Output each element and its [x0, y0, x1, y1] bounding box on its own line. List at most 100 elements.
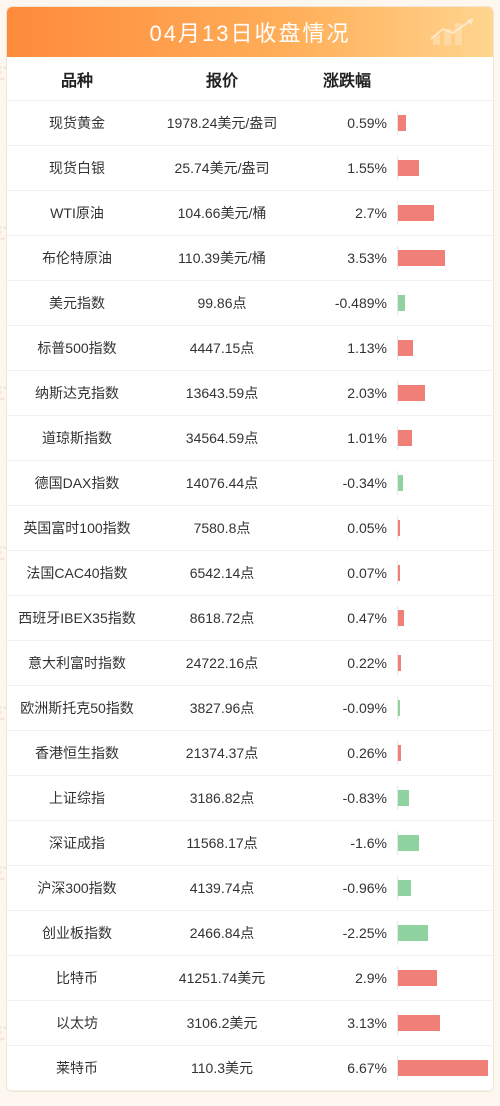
row-quote: 7580.8点 [147, 518, 297, 538]
row-name: 意大利富时指数 [7, 653, 147, 673]
row-name: 以太坊 [7, 1013, 147, 1033]
row-quote: 104.66美元/桶 [147, 203, 297, 223]
row-change: 2.7% [297, 205, 397, 221]
table-row: 美元指数99.86点-0.489% [7, 281, 493, 326]
row-change: 6.67% [297, 1060, 397, 1076]
row-change: 3.53% [297, 250, 397, 266]
row-change: 1.13% [297, 340, 397, 356]
change-bar [398, 160, 419, 176]
row-quote: 24722.16点 [147, 653, 297, 673]
row-name: 香港恒生指数 [7, 743, 147, 763]
row-change: 0.05% [297, 520, 397, 536]
row-quote: 14076.44点 [147, 473, 297, 493]
change-bar [398, 655, 401, 671]
column-headers: 品种 报价 涨跌幅 [7, 57, 493, 101]
row-bar-cell [397, 379, 494, 407]
row-change: 2.03% [297, 385, 397, 401]
change-bar [398, 340, 413, 356]
row-bar-cell [397, 244, 494, 272]
row-name: 现货白银 [7, 158, 147, 178]
table-row: 意大利富时指数24722.16点0.22% [7, 641, 493, 686]
row-name: 创业板指数 [7, 923, 147, 943]
table-row: 深证成指11568.17点-1.6% [7, 821, 493, 866]
row-quote: 25.74美元/盎司 [147, 158, 297, 178]
change-bar [398, 205, 434, 221]
row-quote: 99.86点 [147, 293, 297, 313]
table-body: 现货黄金1978.24美元/盎司0.59%现货白银25.74美元/盎司1.55%… [7, 101, 493, 1091]
row-quote: 3106.2美元 [147, 1013, 297, 1033]
row-bar-cell [397, 739, 494, 767]
row-name: 现货黄金 [7, 113, 147, 133]
col-change: 涨跌幅 [297, 67, 397, 91]
change-bar [398, 520, 400, 536]
table-row: 以太坊3106.2美元3.13% [7, 1001, 493, 1046]
row-bar-cell [397, 199, 494, 227]
row-bar-cell [397, 109, 494, 137]
quote-card: 04月13日收盘情况 品种 报价 涨跌幅 现货黄金1978.24美元/盎司0.5… [6, 6, 494, 1092]
table-row: 道琼斯指数34564.59点1.01% [7, 416, 493, 461]
row-bar-cell [397, 469, 494, 497]
table-row: 西班牙IBEX35指数8618.72点0.47% [7, 596, 493, 641]
row-bar-cell [397, 964, 494, 992]
change-bar [398, 700, 400, 716]
row-bar-cell [397, 514, 494, 542]
row-change: 2.9% [297, 970, 397, 986]
row-name: 道琼斯指数 [7, 428, 147, 448]
table-row: 上证综指3186.82点-0.83% [7, 776, 493, 821]
row-name: 莱特币 [7, 1058, 147, 1078]
row-quote: 6542.14点 [147, 563, 297, 583]
row-name: 英国富时100指数 [7, 518, 147, 538]
row-bar-cell [397, 694, 494, 722]
row-change: -0.34% [297, 475, 397, 491]
row-name: 西班牙IBEX35指数 [7, 608, 147, 628]
row-change: 3.13% [297, 1015, 397, 1031]
row-bar-cell [397, 154, 494, 182]
change-bar [398, 430, 412, 446]
change-bar [398, 295, 405, 311]
row-change: -2.25% [297, 925, 397, 941]
row-bar-cell [397, 874, 494, 902]
row-quote: 21374.37点 [147, 743, 297, 763]
trend-up-icon [429, 17, 479, 47]
row-bar-cell [397, 1009, 494, 1037]
row-quote: 4139.74点 [147, 878, 297, 898]
change-bar [398, 1060, 488, 1076]
row-bar-cell [397, 649, 494, 677]
change-bar [398, 475, 403, 491]
row-quote: 13643.59点 [147, 383, 297, 403]
row-name: 上证综指 [7, 788, 147, 808]
row-name: 欧洲斯托克50指数 [7, 698, 147, 718]
row-quote: 11568.17点 [147, 833, 297, 853]
change-bar [398, 565, 400, 581]
row-change: -0.96% [297, 880, 397, 896]
row-quote: 41251.74美元 [147, 968, 297, 988]
row-bar-cell [397, 334, 494, 362]
row-name: 沪深300指数 [7, 878, 147, 898]
change-bar [398, 385, 425, 401]
row-bar-cell [397, 1054, 494, 1082]
table-row: 法国CAC40指数6542.14点0.07% [7, 551, 493, 596]
row-quote: 110.3美元 [147, 1058, 297, 1078]
table-row: WTI原油104.66美元/桶2.7% [7, 191, 493, 236]
table-row: 沪深300指数4139.74点-0.96% [7, 866, 493, 911]
change-bar [398, 790, 409, 806]
row-quote: 2466.84点 [147, 923, 297, 943]
table-row: 英国富时100指数7580.8点0.05% [7, 506, 493, 551]
row-bar-cell [397, 559, 494, 587]
row-quote: 34564.59点 [147, 428, 297, 448]
row-name: 深证成指 [7, 833, 147, 853]
row-quote: 3186.82点 [147, 788, 297, 808]
row-change: 0.47% [297, 610, 397, 626]
change-bar [398, 925, 428, 941]
row-change: -0.83% [297, 790, 397, 806]
row-quote: 8618.72点 [147, 608, 297, 628]
row-change: 0.26% [297, 745, 397, 761]
row-quote: 1978.24美元/盎司 [147, 113, 297, 133]
row-change: -0.489% [297, 295, 397, 311]
row-name: 德国DAX指数 [7, 473, 147, 493]
row-name: 比特币 [7, 968, 147, 988]
row-bar-cell [397, 289, 494, 317]
table-row: 现货黄金1978.24美元/盎司0.59% [7, 101, 493, 146]
table-row: 标普500指数4447.15点1.13% [7, 326, 493, 371]
change-bar [398, 250, 445, 266]
